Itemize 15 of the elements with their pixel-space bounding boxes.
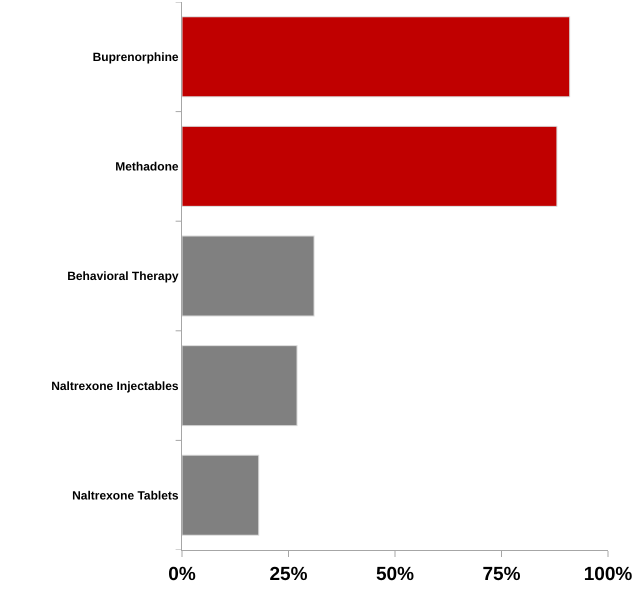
- bar: [182, 16, 570, 98]
- x-tick-label: 100%: [584, 564, 632, 585]
- y-tick-label: Naltrexone Injectables: [51, 378, 179, 393]
- y-tick-label: Naltrexone Tablets: [72, 488, 179, 502]
- bar: [182, 345, 298, 426]
- bar: [182, 454, 260, 536]
- y-tick-label: Buprenorphine: [92, 50, 179, 64]
- x-tick-label: 50%: [376, 564, 414, 585]
- x-tick-label: 0%: [168, 564, 196, 585]
- bar: [182, 236, 315, 316]
- x-tick-label: 75%: [482, 564, 521, 585]
- y-tick-label: Methadone: [115, 160, 179, 174]
- bar: [182, 126, 558, 207]
- x-tick-label: 25%: [269, 564, 308, 585]
- y-tick-label: Behavioral Therapy: [67, 269, 179, 284]
